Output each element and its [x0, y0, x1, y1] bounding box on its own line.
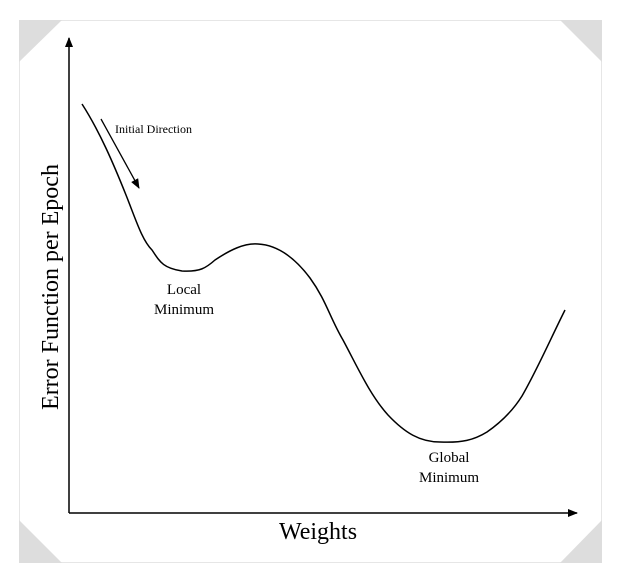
- global-minimum-label-line1: Global: [429, 450, 470, 466]
- corner-top-left: [19, 20, 62, 62]
- x-axis-label: Weights: [279, 519, 357, 545]
- corner-bottom-left: [19, 520, 62, 563]
- local-minimum-label-line1: Local: [167, 282, 201, 298]
- initial-direction-arrow: [100, 118, 140, 189]
- corner-top-right: [560, 20, 602, 62]
- error-curve: [81, 103, 566, 443]
- global-minimum-label-line2: Minimum: [419, 470, 479, 486]
- frame-border: [19, 20, 602, 563]
- initial-direction-label: Initial Direction: [115, 122, 192, 136]
- corner-bottom-right: [560, 520, 602, 563]
- local-minimum-label-line2: Minimum: [154, 302, 214, 318]
- y-axis-label: Error Function per Epoch: [38, 164, 64, 410]
